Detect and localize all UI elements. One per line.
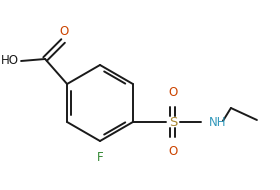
Text: O: O — [168, 86, 178, 99]
Text: S: S — [169, 116, 177, 128]
Text: NH: NH — [209, 116, 227, 128]
Text: O: O — [59, 25, 69, 38]
Text: HO: HO — [1, 55, 19, 67]
Text: O: O — [168, 145, 178, 158]
Text: F: F — [97, 151, 103, 164]
